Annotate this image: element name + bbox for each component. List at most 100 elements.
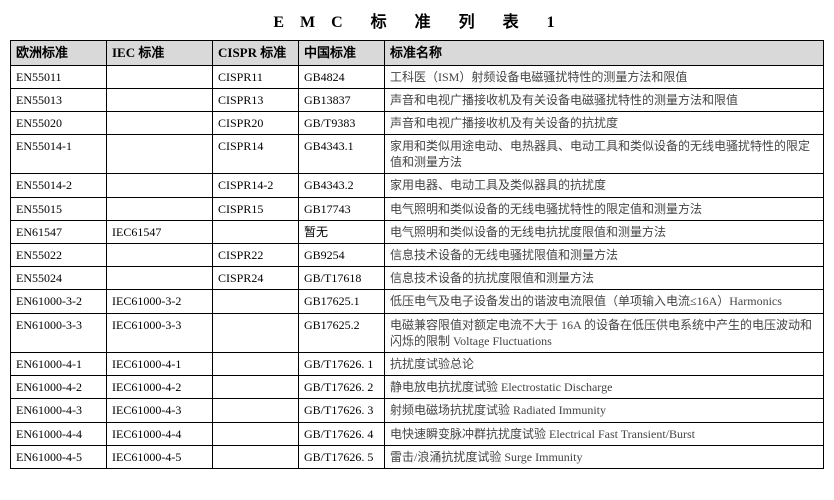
table-cell <box>107 174 213 197</box>
table-cell: GB/T9383 <box>299 111 385 134</box>
table-cell: GB/T17626. 5 <box>299 445 385 468</box>
table-cell: 雷击/浪涌抗扰度试验 Surge Immunity <box>385 445 824 468</box>
table-cell <box>213 220 299 243</box>
table-cell: EN61000-3-2 <box>11 290 107 313</box>
table-cell: CISPR24 <box>213 267 299 290</box>
table-cell <box>213 290 299 313</box>
table-cell: IEC61000-4-2 <box>107 376 213 399</box>
col-name: 标准名称 <box>385 41 824 66</box>
table-cell: IEC61000-3-2 <box>107 290 213 313</box>
table-cell: GB17625.2 <box>299 313 385 352</box>
table-cell: CISPR11 <box>213 65 299 88</box>
table-row: EN61000-4-3IEC61000-4-3 GB/T17626. 3射频电磁场… <box>11 399 824 422</box>
table-cell <box>107 88 213 111</box>
col-china: 中国标准 <box>299 41 385 66</box>
table-cell: EN61547 <box>11 220 107 243</box>
table-row: EN55015 CISPR15GB17743电气照明和类似设备的无线电骚扰特性的限… <box>11 197 824 220</box>
table-cell: GB/T17626. 1 <box>299 352 385 375</box>
table-row: EN55020 CISPR20GB/T9383声音和电视广播接收机及有关设备的抗扰… <box>11 111 824 134</box>
table-cell: GB17743 <box>299 197 385 220</box>
table-cell: 低压电气及电子设备发出的谐波电流限值（单项输入电流≤16A）Harmonics <box>385 290 824 313</box>
table-cell: GB9254 <box>299 244 385 267</box>
table-cell: GB/T17626. 3 <box>299 399 385 422</box>
table-cell <box>213 376 299 399</box>
table-header-row: 欧洲标准 IEC 标准 CISPR 标准 中国标准 标准名称 <box>11 41 824 66</box>
table-row: EN55011 CISPR11GB4824工科医（ISM）射频设备电磁骚扰特性的测… <box>11 65 824 88</box>
table-row: EN61000-3-3IEC61000-3-3 GB17625.2电磁兼容限值对额… <box>11 313 824 352</box>
table-cell: IEC61000-4-3 <box>107 399 213 422</box>
table-cell: 静电放电抗扰度试验 Electrostatic Discharge <box>385 376 824 399</box>
table-cell: IEC61000-4-5 <box>107 445 213 468</box>
table-cell: EN61000-3-3 <box>11 313 107 352</box>
table-cell: 电气照明和类似设备的无线电抗扰度限值和测量方法 <box>385 220 824 243</box>
table-cell: 射频电磁场抗扰度试验 Radiated Immunity <box>385 399 824 422</box>
table-cell: CISPR15 <box>213 197 299 220</box>
table-cell: 家用和类似用途电动、电热器具、电动工具和类似设备的无线电骚扰特性的限定值和测量方… <box>385 135 824 174</box>
table-cell: IEC61547 <box>107 220 213 243</box>
table-cell: 电磁兼容限值对额定电流不大于 16A 的设备在低压供电系统中产生的电压波动和闪烁… <box>385 313 824 352</box>
table-cell <box>107 267 213 290</box>
table-cell: EN55013 <box>11 88 107 111</box>
table-cell: EN55011 <box>11 65 107 88</box>
table-row: EN61000-4-2IEC61000-4-2 GB/T17626. 2静电放电抗… <box>11 376 824 399</box>
table-cell: EN61000-4-3 <box>11 399 107 422</box>
standards-table: 欧洲标准 IEC 标准 CISPR 标准 中国标准 标准名称 EN55011 CI… <box>10 40 824 469</box>
table-cell: IEC61000-4-1 <box>107 352 213 375</box>
table-cell: GB/T17618 <box>299 267 385 290</box>
table-cell: EN55014-2 <box>11 174 107 197</box>
table-row: EN61000-4-4IEC61000-4-4 GB/T17626. 4电快速瞬变… <box>11 422 824 445</box>
table-row: EN61547IEC61547 暂无电气照明和类似设备的无线电抗扰度限值和测量方法 <box>11 220 824 243</box>
table-cell: EN61000-4-2 <box>11 376 107 399</box>
table-cell: GB/T17626. 4 <box>299 422 385 445</box>
table-row: EN55014-1 CISPR14GB4343.1家用和类似用途电动、电热器具、电… <box>11 135 824 174</box>
table-cell: 声音和电视广播接收机及有关设备电磁骚扰特性的测量方法和限值 <box>385 88 824 111</box>
table-cell <box>213 399 299 422</box>
table-cell <box>107 135 213 174</box>
table-row: EN61000-4-5IEC61000-4-5 GB/T17626. 5雷击/浪涌… <box>11 445 824 468</box>
table-cell: CISPR14 <box>213 135 299 174</box>
table-cell <box>107 111 213 134</box>
table-cell: EN55020 <box>11 111 107 134</box>
col-iec: IEC 标准 <box>107 41 213 66</box>
col-eu: 欧洲标准 <box>11 41 107 66</box>
table-cell: EN61000-4-1 <box>11 352 107 375</box>
table-cell: IEC61000-3-3 <box>107 313 213 352</box>
table-cell: 电快速瞬变脉冲群抗扰度试验 Electrical Fast Transient/… <box>385 422 824 445</box>
table-cell: 信息技术设备的无线电骚扰限值和测量方法 <box>385 244 824 267</box>
table-cell: 工科医（ISM）射频设备电磁骚扰特性的测量方法和限值 <box>385 65 824 88</box>
table-cell: IEC61000-4-4 <box>107 422 213 445</box>
table-row: EN55024 CISPR24GB/T17618信息技术设备的抗扰度限值和测量方法 <box>11 267 824 290</box>
table-cell: 暂无 <box>299 220 385 243</box>
table-cell: GB4343.1 <box>299 135 385 174</box>
table-cell <box>213 352 299 375</box>
table-cell: GB13837 <box>299 88 385 111</box>
table-row: EN61000-3-2IEC61000-3-2 GB17625.1低压电气及电子设… <box>11 290 824 313</box>
table-cell: 信息技术设备的抗扰度限值和测量方法 <box>385 267 824 290</box>
table-cell <box>107 65 213 88</box>
table-cell <box>213 313 299 352</box>
col-cispr: CISPR 标准 <box>213 41 299 66</box>
table-row: EN55014-2 CISPR14-2GB4343.2家用电器、电动工具及类似器具… <box>11 174 824 197</box>
table-cell: EN55015 <box>11 197 107 220</box>
table-cell: 家用电器、电动工具及类似器具的抗扰度 <box>385 174 824 197</box>
table-cell <box>213 445 299 468</box>
table-cell: 声音和电视广播接收机及有关设备的抗扰度 <box>385 111 824 134</box>
table-cell: CISPR14-2 <box>213 174 299 197</box>
table-row: EN55013 CISPR13GB13837声音和电视广播接收机及有关设备电磁骚扰… <box>11 88 824 111</box>
table-cell: EN55022 <box>11 244 107 267</box>
table-cell <box>107 244 213 267</box>
table-cell: 电气照明和类似设备的无线电骚扰特性的限定值和测量方法 <box>385 197 824 220</box>
table-cell: GB4824 <box>299 65 385 88</box>
table-cell: CISPR13 <box>213 88 299 111</box>
table-cell: EN61000-4-4 <box>11 422 107 445</box>
table-cell: 抗扰度试验总论 <box>385 352 824 375</box>
table-cell: GB4343.2 <box>299 174 385 197</box>
table-cell: GB/T17626. 2 <box>299 376 385 399</box>
table-cell: EN55014-1 <box>11 135 107 174</box>
table-cell: CISPR20 <box>213 111 299 134</box>
table-cell: EN55024 <box>11 267 107 290</box>
table-cell: EN61000-4-5 <box>11 445 107 468</box>
table-row: EN55022CISPR22GB9254信息技术设备的无线电骚扰限值和测量方法 <box>11 244 824 267</box>
table-row: EN61000-4-1IEC61000-4-1 GB/T17626. 1抗扰度试验… <box>11 352 824 375</box>
table-cell: GB17625.1 <box>299 290 385 313</box>
